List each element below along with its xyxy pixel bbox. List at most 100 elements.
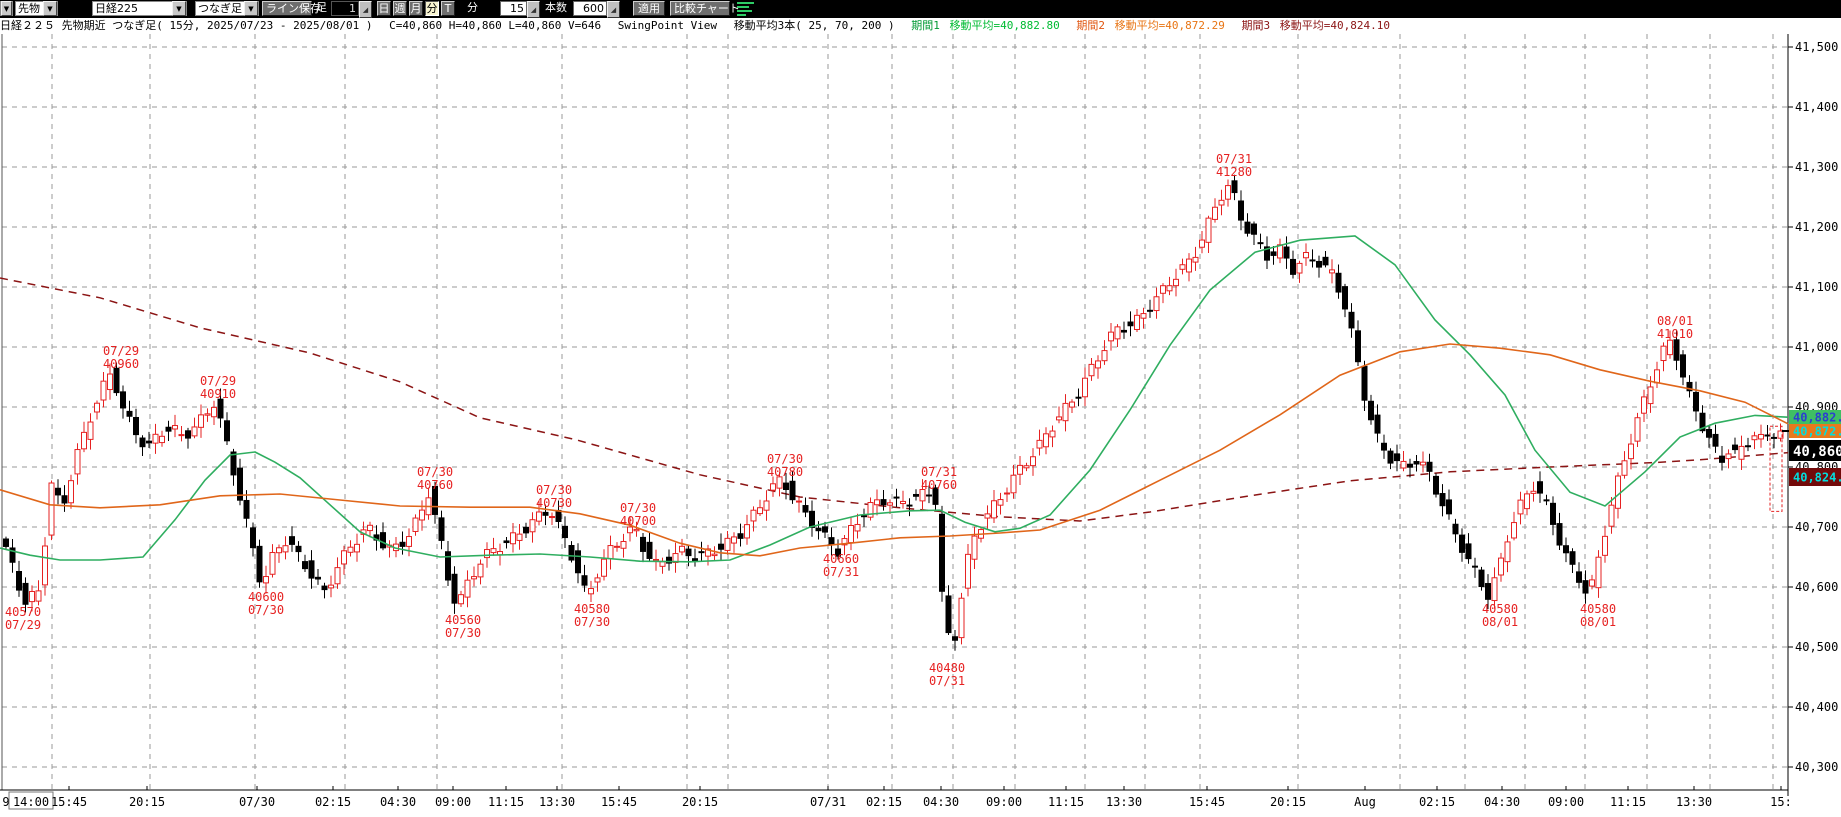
candle-body xyxy=(1615,475,1621,509)
candle-body xyxy=(1667,339,1673,356)
candle-body xyxy=(1088,363,1095,377)
x-axis-label: 09:00 xyxy=(435,795,471,809)
ma-70-line xyxy=(0,343,1789,557)
candle-body xyxy=(1218,199,1225,206)
symbol-dropdown[interactable]: 日経225 ▼ xyxy=(92,1,187,16)
candle-body xyxy=(952,636,958,641)
candle-body xyxy=(315,576,321,580)
candle-body xyxy=(1426,461,1433,472)
candle-body xyxy=(1004,492,1010,495)
period-tick-button[interactable]: T xyxy=(441,1,455,16)
candle-body xyxy=(1478,569,1485,588)
candle-body xyxy=(282,545,289,553)
candle-body xyxy=(1153,296,1160,312)
candle-body xyxy=(861,515,867,518)
y-axis-label: 41,100.0 xyxy=(1795,280,1841,294)
list-icon[interactable] xyxy=(737,1,754,16)
swing-point-label: 07/30 40780 xyxy=(767,452,803,479)
candle-body xyxy=(445,551,451,581)
chevron-down-icon[interactable]: ▼ xyxy=(172,1,186,16)
ma3-period-label: 期間3 xyxy=(1241,19,1271,32)
spinner-icon[interactable]: ◢ xyxy=(527,1,540,18)
candle-body xyxy=(672,553,679,564)
price-tag-value: 40,882. xyxy=(1793,411,1841,425)
chevron-down-icon[interactable]: ▼ xyxy=(43,1,57,16)
candle-body xyxy=(679,545,685,553)
period-week-button[interactable]: 週 xyxy=(393,1,407,16)
candle-body xyxy=(1660,345,1667,362)
candle-body xyxy=(269,552,276,575)
candle-body xyxy=(1108,331,1114,342)
x-axis-label: 11:15 xyxy=(1048,795,1084,809)
chart-style-dropdown[interactable]: つなぎ足 ▼ xyxy=(195,1,259,16)
candle-body xyxy=(653,558,659,562)
line-save-button[interactable]: ライン保存 xyxy=(262,1,321,16)
candle-body xyxy=(1602,535,1608,556)
count-value-field[interactable]: 600 ◢ xyxy=(573,1,620,18)
candle-body xyxy=(146,440,152,444)
candle-body xyxy=(302,561,308,570)
candle-body xyxy=(1322,256,1329,266)
candle-body xyxy=(1647,386,1654,405)
y-axis-label: 40,700.0 xyxy=(1795,520,1841,534)
x-axis-label: 02:15 xyxy=(315,795,351,809)
y-axis-label: 41,400.0 xyxy=(1795,100,1841,114)
candle-body xyxy=(711,553,718,557)
spinner-icon[interactable]: ◢ xyxy=(607,1,620,18)
compare-chart-button[interactable]: 比較チャート xyxy=(670,1,740,16)
chevron-down-icon[interactable]: ▼ xyxy=(244,1,258,16)
candle-body xyxy=(263,576,269,584)
mini-dropdown[interactable]: ▼ xyxy=(0,1,13,16)
candle-body xyxy=(185,430,191,439)
candle-body xyxy=(1543,499,1550,502)
candle-body xyxy=(997,499,1004,506)
candle-body xyxy=(1608,504,1615,527)
candle-body xyxy=(945,595,952,634)
chart-svg[interactable]: 07/29 40960 07/29 40910 40570 07/29 40600 07/30… xyxy=(0,34,1841,813)
candle-body xyxy=(802,505,809,513)
minute-value-field[interactable]: 15 ◢ xyxy=(500,1,540,18)
candle-body xyxy=(341,550,347,565)
x-axis-label: 13:30 xyxy=(539,795,575,809)
bar-count-field[interactable]: 1 ◢ xyxy=(331,1,372,18)
period-day-button[interactable]: 日 xyxy=(377,1,391,16)
market-dropdown[interactable]: 先物 ▼ xyxy=(15,1,58,16)
candle-body xyxy=(614,545,620,548)
candle-body xyxy=(1166,285,1173,292)
candle-body xyxy=(991,500,997,519)
candle-body xyxy=(958,597,965,639)
candle-body xyxy=(705,548,711,557)
candle-body xyxy=(1329,269,1335,274)
period-month-button[interactable]: 月 xyxy=(409,1,423,16)
candle-body xyxy=(42,545,48,586)
candle-body xyxy=(880,499,887,506)
candle-body xyxy=(100,380,107,401)
candle-body xyxy=(607,545,614,560)
candle-body xyxy=(523,526,529,534)
candle-body xyxy=(646,541,653,559)
candle-body xyxy=(1342,286,1348,310)
apply-button[interactable]: 適用 xyxy=(633,1,665,16)
candle-body xyxy=(932,487,939,505)
candle-body xyxy=(328,584,334,589)
chevron-down-icon[interactable]: ▼ xyxy=(1,1,12,16)
candle-body xyxy=(770,483,776,491)
candle-body xyxy=(1420,461,1426,466)
candle-body xyxy=(1400,460,1407,469)
candle-body xyxy=(1179,264,1186,270)
period-minute-button[interactable]: 分 xyxy=(425,1,439,16)
candle-body xyxy=(126,410,133,417)
candle-body xyxy=(198,414,204,428)
candle-body xyxy=(347,546,354,553)
price-tag-value: 40,824. xyxy=(1793,471,1841,485)
chart-area[interactable]: 07/29 40960 07/29 40910 40570 07/29 40600 07/30… xyxy=(0,34,1841,813)
candle-body xyxy=(744,524,750,539)
candle-body xyxy=(276,547,282,554)
candle-body xyxy=(74,449,81,475)
candle-body xyxy=(1719,455,1725,463)
candle-body xyxy=(1056,416,1062,421)
candle-body xyxy=(1296,262,1303,274)
spinner-icon[interactable]: ◢ xyxy=(359,1,372,18)
candle-body xyxy=(308,560,315,579)
candle-body xyxy=(1485,583,1491,600)
